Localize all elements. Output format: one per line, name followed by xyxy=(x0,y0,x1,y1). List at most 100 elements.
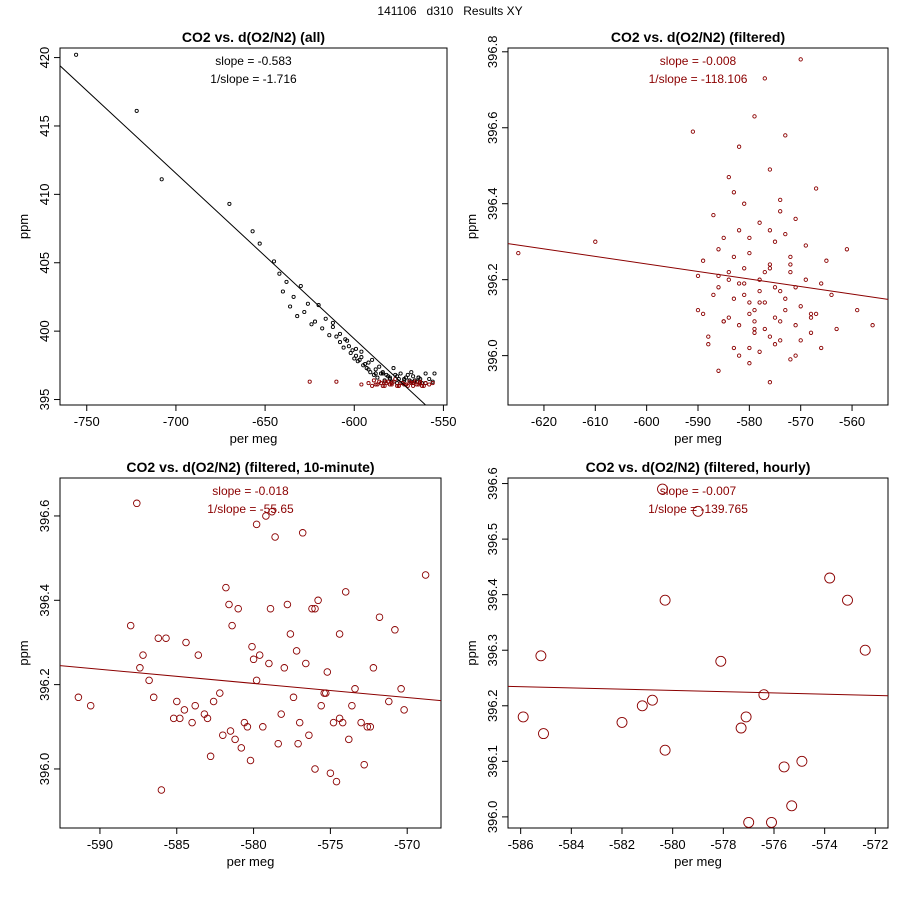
x-tick-label: -610 xyxy=(582,414,608,429)
data-point xyxy=(126,621,135,630)
data-point xyxy=(762,326,767,332)
data-point xyxy=(180,706,189,714)
y-tick-label: 396.0 xyxy=(485,801,500,834)
data-point xyxy=(302,659,310,668)
data-point xyxy=(173,697,181,706)
data-point xyxy=(169,714,178,723)
data-point xyxy=(402,378,407,383)
data-point xyxy=(157,786,166,794)
data-point xyxy=(234,604,242,613)
data-point xyxy=(277,710,285,718)
inverse-slope-annotation: 1/slope = -118.106 xyxy=(649,72,748,86)
x-tick-label: -580 xyxy=(736,414,762,429)
data-point xyxy=(742,266,747,271)
data-point xyxy=(416,375,421,380)
data-point xyxy=(332,777,341,786)
y-tick-label: 396.6 xyxy=(37,500,52,533)
data-point xyxy=(711,292,716,298)
data-point xyxy=(375,382,380,387)
data-point xyxy=(747,250,752,256)
y-tick-label: 396.6 xyxy=(485,467,500,500)
data-point xyxy=(284,279,289,284)
x-tick-label: -600 xyxy=(634,414,660,429)
y-tick-label: 396.5 xyxy=(485,523,500,556)
data-point xyxy=(772,342,778,347)
data-point xyxy=(766,816,777,828)
data-point xyxy=(772,285,778,290)
data-point xyxy=(380,383,385,388)
data-point xyxy=(716,247,721,252)
data-point xyxy=(421,383,426,388)
chart-title: CO2 vs. d(O2/N2) (filtered) xyxy=(611,29,785,45)
data-point xyxy=(228,621,236,630)
data-point xyxy=(808,330,814,335)
data-point xyxy=(316,303,321,308)
data-point xyxy=(305,731,313,739)
data-points xyxy=(74,499,430,794)
data-point xyxy=(427,376,432,382)
data-point xyxy=(257,241,262,246)
slope-annotation: slope = -0.008 xyxy=(660,54,737,68)
data-point xyxy=(243,723,252,731)
data-point xyxy=(418,379,423,384)
data-point xyxy=(266,604,275,613)
x-axis-label: per meg xyxy=(674,431,722,446)
x-tick-label: -580 xyxy=(660,837,686,852)
data-point xyxy=(350,348,355,353)
y-tick-label: 396.0 xyxy=(485,339,500,372)
data-point xyxy=(311,604,319,613)
data-point xyxy=(351,685,359,693)
data-point xyxy=(758,689,770,701)
data-point xyxy=(322,689,330,697)
data-point xyxy=(353,353,359,358)
data-point xyxy=(294,739,302,748)
data-point xyxy=(308,604,316,613)
data-point xyxy=(778,761,790,773)
x-tick-label: -560 xyxy=(839,414,865,429)
x-tick-label: -578 xyxy=(710,837,736,852)
y-tick-label: 420 xyxy=(37,47,52,69)
x-tick-label: -600 xyxy=(341,414,367,429)
data-point xyxy=(176,714,184,723)
regression-line xyxy=(60,665,441,702)
data-point xyxy=(262,512,270,520)
data-point xyxy=(341,588,350,596)
data-point xyxy=(646,694,658,706)
data-point xyxy=(74,52,79,57)
data-point xyxy=(380,371,385,376)
regression-line xyxy=(508,685,888,697)
data-point xyxy=(726,315,731,320)
data-point xyxy=(516,250,521,256)
data-point xyxy=(752,326,757,332)
data-point xyxy=(259,723,267,731)
data-point xyxy=(389,382,394,387)
data-point xyxy=(398,371,403,376)
data-point xyxy=(216,689,224,697)
data-point xyxy=(711,212,716,218)
data-point xyxy=(747,300,752,305)
data-point xyxy=(327,333,332,338)
data-point xyxy=(829,292,834,298)
data-point xyxy=(742,292,747,298)
data-point xyxy=(405,372,410,377)
data-point xyxy=(593,239,598,244)
data-point xyxy=(348,701,356,710)
x-tick-label: -570 xyxy=(394,837,420,852)
slope-annotation: slope = -0.007 xyxy=(660,484,737,498)
data-point xyxy=(252,676,261,685)
chart-panel-3: CO2 vs. d(O2/N2) (filtered, 10-minute) -5… xyxy=(16,459,442,869)
x-tick-label: -582 xyxy=(609,837,635,852)
data-point xyxy=(798,57,803,62)
data-point xyxy=(752,319,757,324)
plot-frame xyxy=(507,47,889,406)
data-point xyxy=(747,361,752,366)
data-points xyxy=(517,483,871,828)
data-point xyxy=(359,355,364,360)
y-tick-label: 396.4 xyxy=(485,187,500,220)
data-point xyxy=(767,380,773,385)
y-tick-label: 396.4 xyxy=(37,584,52,617)
slope-annotation: slope = -0.583 xyxy=(215,54,292,68)
data-point xyxy=(803,277,808,282)
data-point xyxy=(357,718,365,727)
data-point xyxy=(793,216,798,222)
